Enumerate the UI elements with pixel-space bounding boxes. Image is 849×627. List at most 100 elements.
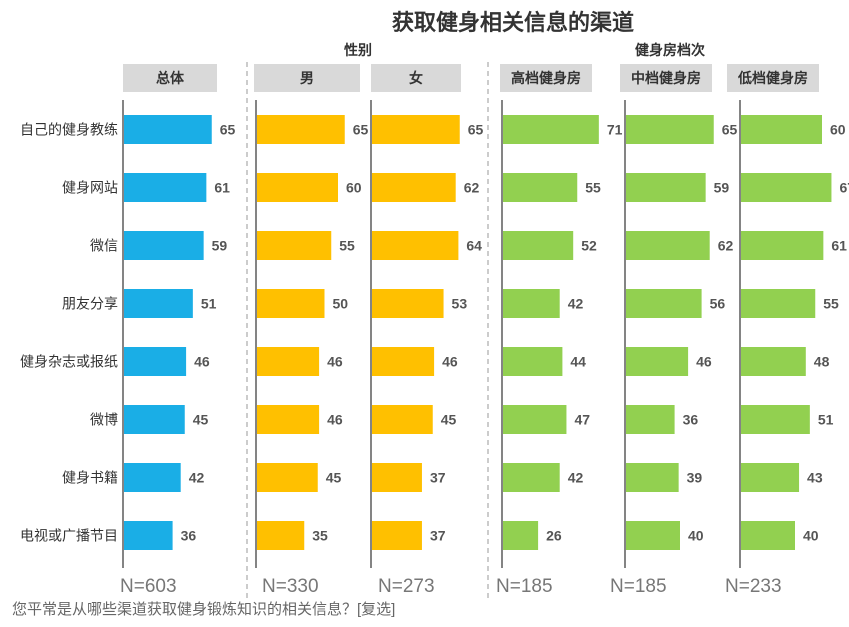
bar [503, 347, 563, 376]
data-label: 61 [831, 238, 847, 254]
bar [741, 289, 816, 318]
bar [372, 289, 444, 318]
sample-size-label: N=233 [725, 576, 782, 597]
category-label: 微信 [90, 238, 118, 254]
bar [626, 347, 689, 376]
bar [626, 289, 702, 318]
category-label: 健身网站 [62, 180, 118, 196]
data-label: 51 [818, 412, 834, 428]
panel-header-box [727, 64, 819, 92]
data-label: 59 [212, 238, 228, 254]
sample-size-label: N=330 [262, 576, 319, 597]
bar [503, 521, 539, 550]
data-label: 37 [430, 528, 446, 544]
data-label: 64 [466, 238, 482, 254]
bar [741, 231, 824, 260]
category-label: 健身杂志或报纸 [20, 354, 118, 370]
data-label: 55 [339, 238, 355, 254]
bar [257, 463, 318, 492]
bar [503, 115, 599, 144]
bar [626, 115, 714, 144]
data-label: 55 [585, 180, 601, 196]
bar [124, 289, 193, 318]
bar [124, 173, 207, 202]
category-label: 电视或广播节目 [20, 528, 118, 544]
panel-header-label: 女 [409, 70, 423, 86]
bar [741, 463, 800, 492]
data-label: 65 [353, 122, 369, 138]
bar [372, 521, 422, 550]
data-label: 50 [333, 296, 349, 312]
bar [741, 405, 810, 434]
data-label: 65 [220, 122, 236, 138]
data-label: 42 [568, 470, 584, 486]
data-label: 40 [688, 528, 704, 544]
group-label-gym-tier: 健身房档次 [635, 42, 705, 58]
bar [503, 463, 560, 492]
panel-header-box [500, 64, 592, 92]
data-label: 36 [683, 412, 699, 428]
bar [741, 347, 806, 376]
data-label: 40 [803, 528, 819, 544]
bar [257, 173, 338, 202]
category-label: 朋友分享 [62, 296, 118, 312]
bar [503, 289, 560, 318]
data-label: 48 [814, 354, 830, 370]
panel-header-box [371, 64, 461, 92]
data-label: 42 [568, 296, 584, 312]
bar [626, 405, 675, 434]
bar [257, 347, 320, 376]
panel-header-label: 低档健身房 [737, 70, 808, 86]
bar [626, 231, 710, 260]
data-label: 26 [546, 528, 562, 544]
bar [503, 231, 574, 260]
data-label: 60 [346, 180, 362, 196]
bar [372, 231, 459, 260]
bar [257, 231, 332, 260]
bar [124, 521, 173, 550]
data-label: 39 [687, 470, 703, 486]
bar [372, 173, 456, 202]
data-label: 65 [468, 122, 484, 138]
data-label: 42 [189, 470, 205, 486]
data-label: 61 [214, 180, 230, 196]
data-label: 62 [718, 238, 734, 254]
bar [503, 173, 578, 202]
data-label: 56 [710, 296, 726, 312]
sample-size-label: N=603 [120, 576, 177, 597]
bar [741, 521, 795, 550]
data-label: 71 [607, 122, 623, 138]
sample-size-label: N=273 [378, 576, 435, 597]
data-label: 45 [326, 470, 342, 486]
data-label: 55 [823, 296, 839, 312]
data-label: 45 [441, 412, 457, 428]
data-label: 51 [201, 296, 217, 312]
bar [124, 231, 204, 260]
bar [626, 521, 680, 550]
sample-size-label: N=185 [496, 576, 553, 597]
category-label: 微博 [90, 412, 118, 428]
data-label: 47 [574, 412, 590, 428]
bar [503, 405, 567, 434]
data-label: 44 [570, 354, 586, 370]
data-label: 35 [312, 528, 328, 544]
bar [124, 463, 181, 492]
data-label: 46 [442, 354, 458, 370]
data-label: 52 [581, 238, 597, 254]
panel-header-label: 中档健身房 [631, 70, 701, 86]
data-label: 62 [464, 180, 480, 196]
bar [124, 347, 187, 376]
data-label: 67 [839, 180, 849, 196]
sample-size-label: N=185 [610, 576, 667, 597]
panel-header-box [123, 64, 217, 92]
data-label: 59 [714, 180, 730, 196]
bar [257, 405, 320, 434]
data-label: 46 [194, 354, 210, 370]
bar [372, 115, 460, 144]
data-label: 37 [430, 470, 446, 486]
bar [372, 347, 435, 376]
data-label: 65 [722, 122, 738, 138]
bar [257, 115, 345, 144]
bar [741, 115, 822, 144]
